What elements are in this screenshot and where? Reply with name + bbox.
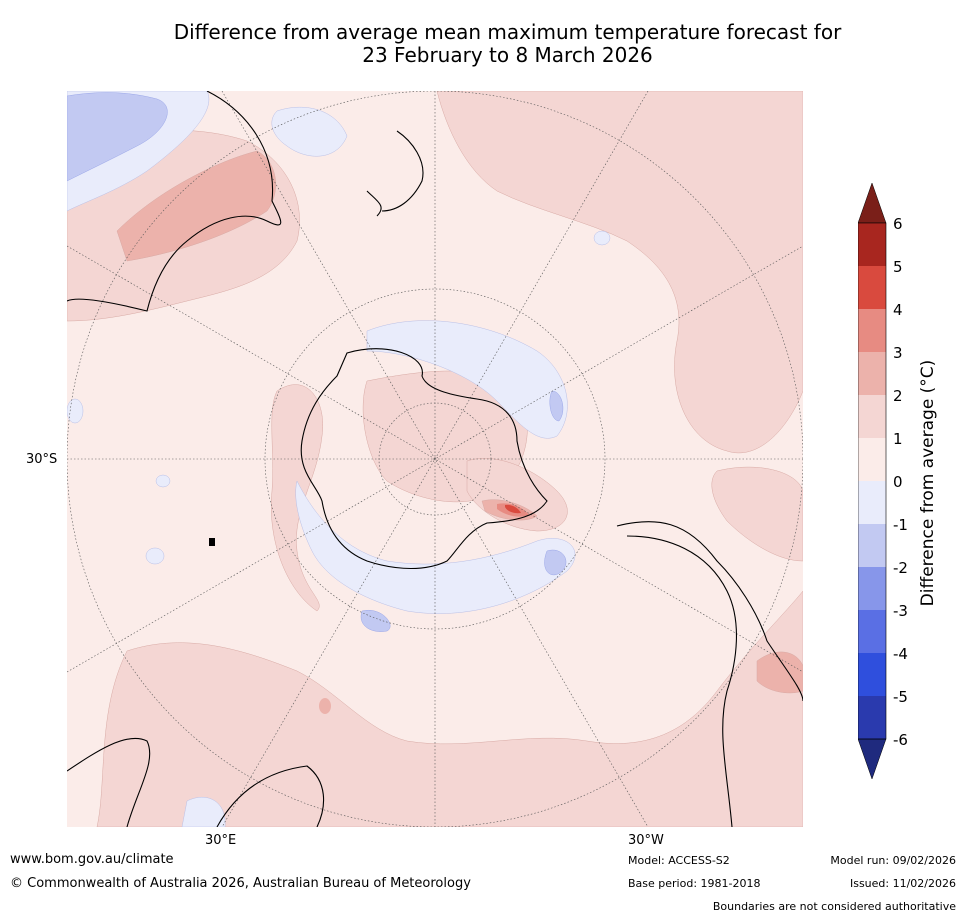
copyright-text: © Commonwealth of Australia 2026, Austra…	[10, 876, 471, 891]
colorbar-segment-2-3	[858, 352, 886, 395]
anomaly-2-3-spot	[319, 698, 331, 714]
colorbar-over-triangle	[858, 183, 887, 224]
colorbar-tick-neg4: -4	[893, 645, 908, 663]
colorbar-tick-neg6: -6	[893, 731, 908, 749]
anomaly-neg2-neg1-regions	[67, 92, 567, 632]
lon-label-30w: 30°W	[628, 833, 664, 848]
colorbar-segment-4-5	[858, 266, 886, 309]
colorbar-segment-neg6-neg5	[858, 696, 886, 739]
colorbar-tick-neg2: -2	[893, 559, 908, 577]
colorbar-segment-5-6	[858, 223, 886, 266]
colorbar-tick-neg1: -1	[893, 516, 908, 534]
australia-outline	[67, 91, 282, 312]
model-text: Model: ACCESS-S2	[628, 854, 730, 867]
title-line-1: Difference from average mean maximum tem…	[173, 20, 842, 44]
new-zealand-outline	[366, 130, 424, 217]
forecast-map	[67, 91, 803, 827]
colorbar	[858, 183, 887, 780]
colorbar-segment-0-1	[858, 438, 886, 481]
colorbar-under-triangle	[858, 738, 887, 780]
antarctica-outline	[300, 348, 548, 570]
colorbar-tick-1: 1	[893, 430, 903, 448]
colorbar-segment-neg4-neg3	[858, 610, 886, 653]
colorbar-tick-6: 6	[893, 215, 903, 233]
website-link[interactable]: www.bom.gov.au/climate	[10, 852, 174, 867]
chart-title: Difference from average mean maximum tem…	[60, 21, 955, 67]
colorbar-segment-neg2-neg1	[858, 524, 886, 567]
colorbar-title: Difference from average (°C)	[918, 359, 938, 607]
issued-text: Issued: 11/02/2026	[849, 877, 956, 890]
title-line-2: 23 February to 8 March 2026	[362, 43, 653, 67]
colorbar-segment-3-4	[858, 309, 886, 352]
colorbar-tick-neg5: -5	[893, 688, 908, 706]
colorbar-tick-neg3: -3	[893, 602, 908, 620]
colorbar-segment-neg1-0	[858, 481, 886, 524]
africa-outline	[67, 737, 325, 827]
lon-label-30e: 30°E	[205, 833, 237, 848]
colorbar-tick-3: 3	[893, 344, 903, 362]
colorbar-tick-5: 5	[893, 258, 903, 276]
colorbar-segment-1-2	[858, 395, 886, 438]
base-period-text: Base period: 1981-2018	[628, 877, 761, 890]
anomaly-4-5-region	[505, 504, 521, 514]
disclaimer-text: Boundaries are not considered authoritat…	[712, 900, 956, 913]
colorbar-segment-neg5-neg4	[858, 653, 886, 696]
colorbar-tick-4: 4	[893, 301, 903, 319]
south-america-outline	[616, 521, 803, 827]
coastlines	[67, 91, 803, 827]
model-run-text: Model run: 09/02/2026	[830, 854, 956, 867]
colorbar-tick-0: 0	[893, 473, 903, 491]
graticule	[67, 91, 803, 827]
lat-label-30s: 30°S	[26, 452, 58, 467]
colorbar-tick-2: 2	[893, 387, 903, 405]
colorbar-segment-neg3-neg2	[858, 567, 886, 610]
